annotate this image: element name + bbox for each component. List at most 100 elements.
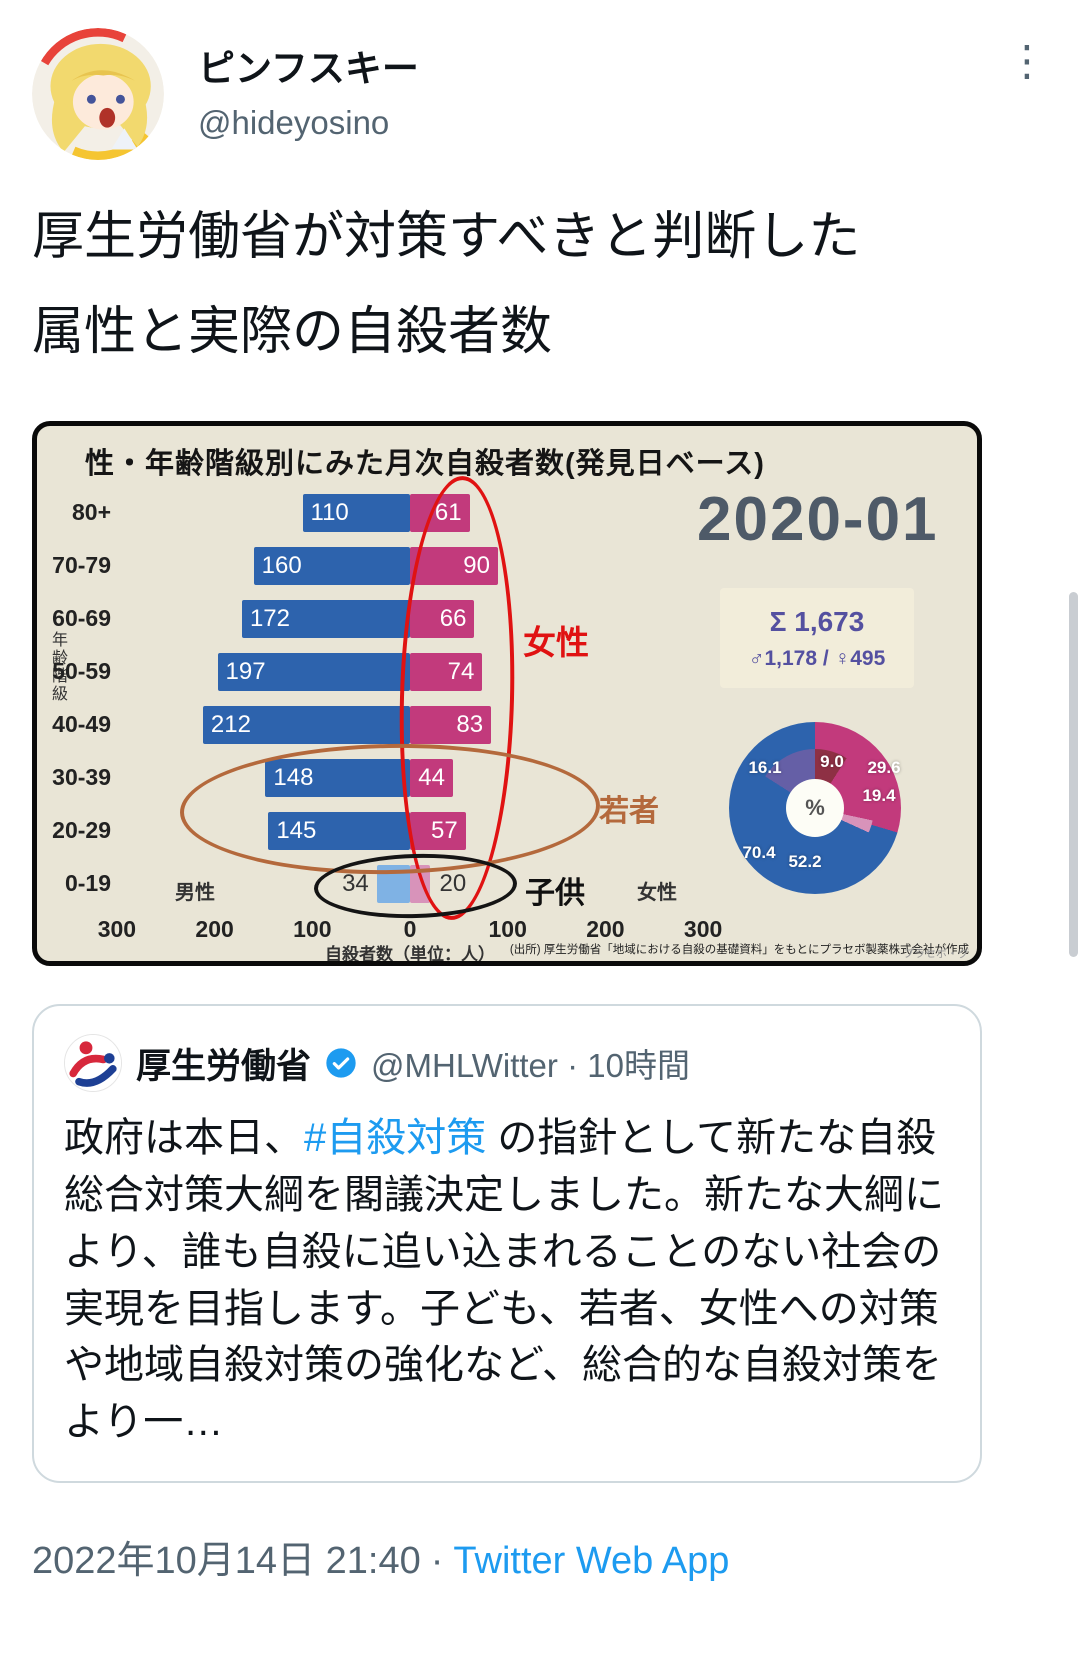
more-options-icon[interactable]: ⋮ <box>1006 37 1048 84</box>
female-bar: 90 <box>410 547 498 586</box>
female-value: 74 <box>447 658 475 686</box>
source-app-link[interactable]: Twitter Web App <box>453 1540 730 1583</box>
female-bar <box>410 865 430 904</box>
x-tick: 200 <box>586 916 625 943</box>
female-series-label: 女性 <box>637 882 677 905</box>
anime-avatar-image <box>32 28 164 160</box>
chart-title: 性・年齢階級別にみた月次自殺者数(発見日ベース) <box>85 448 765 481</box>
quoted-tweet-card[interactable]: 厚生労働省 @MHLWitter · 10時間 政府は本日、#自殺対策 の指針と… <box>32 1004 982 1484</box>
male-value: 160 <box>261 552 302 580</box>
male-value: 110 <box>310 499 349 527</box>
bar-row-60-69: 60-69 172 66 <box>52 592 703 645</box>
annotation-label-female: 女性 <box>523 624 589 662</box>
x-tick: 300 <box>97 916 137 943</box>
female-bar: 44 <box>410 759 453 798</box>
female-bar: 66 <box>410 600 475 639</box>
scrollbar-thumb[interactable] <box>1069 592 1078 957</box>
donut-label: 29.6 <box>867 758 901 778</box>
male-bar: 145 <box>268 812 410 851</box>
quoted-handle[interactable]: @MHLWitter <box>371 1047 558 1085</box>
donut-label: 19.4 <box>862 786 896 806</box>
age-group-label: 40-49 <box>52 711 111 738</box>
donut-chart: % 16.1 9.0 29.6 19.4 70.4 52.2 <box>729 722 901 895</box>
quoted-handle-time: @MHLWitter · 10時間 <box>371 1039 690 1087</box>
x-axis-title: 自殺者数（単位：人） <box>325 945 495 965</box>
tweet-header: ピンフスキー @hideyosino ⋮ <box>32 28 1048 160</box>
male-bar <box>376 865 410 904</box>
male-value: 34 <box>342 870 369 898</box>
female-value: 83 <box>456 711 484 739</box>
quoted-tweet-header: 厚生労働省 @MHLWitter · 10時間 <box>64 1034 950 1093</box>
mhlw-logo <box>65 1035 121 1092</box>
male-bar: 160 <box>253 547 410 586</box>
x-tick: 300 <box>683 916 723 943</box>
verified-badge-icon <box>325 1047 357 1079</box>
bar-row-70-79: 70-79 160 90 <box>52 539 703 592</box>
bar-row-50-59: 50-59 197 74 <box>52 645 703 698</box>
male-series-label: 男性 <box>175 882 215 905</box>
male-value: 145 <box>276 817 317 845</box>
bar-row-0-19: 0-19 34 20 <box>65 857 703 910</box>
age-group-label: 30-39 <box>52 764 111 791</box>
separator-dot: · <box>430 1540 444 1583</box>
annotation-label-youth: 若者 <box>599 795 659 829</box>
author-block: ピンフスキー @hideyosino <box>198 28 419 142</box>
gender-split-count: ♂1,178 / ♀495 <box>748 646 886 670</box>
donut-label: 52.2 <box>788 852 822 872</box>
quoted-avatar[interactable] <box>64 1034 122 1093</box>
female-bar: 74 <box>410 653 483 692</box>
quoted-author-name[interactable]: 厚生労働省 <box>136 1046 312 1086</box>
female-value: 66 <box>439 605 467 633</box>
tweet-media-chart[interactable]: 性・年齢階級別にみた月次自殺者数(発見日ベース) 年齢階級 80+ 110 61 70… <box>32 421 982 967</box>
age-group-label: 0-19 <box>64 870 111 897</box>
quoted-text-post: の指針として新たな自殺総合対策大綱を閣議決定しました。新たな大綱により、誰も自殺… <box>64 1116 944 1445</box>
female-value: 90 <box>463 552 490 580</box>
male-bar: 110 <box>302 494 410 533</box>
bar-row-20-29: 20-29 145 57 <box>52 804 703 857</box>
female-value: 61 <box>434 499 462 527</box>
female-bar: 61 <box>410 494 470 533</box>
age-group-label: 70-79 <box>52 552 111 579</box>
annotation-label-children: 子供 <box>525 877 585 911</box>
age-group-label: 50-59 <box>52 658 111 685</box>
donut-label: 16.1 <box>748 758 782 778</box>
author-name[interactable]: ピンフスキー <box>198 48 419 89</box>
author-avatar[interactable] <box>32 28 164 160</box>
quoted-time: 10時間 <box>587 1047 690 1085</box>
x-tick: 200 <box>195 916 234 943</box>
male-value: 172 <box>249 605 290 633</box>
timestamp: 2022年10月14日 21:40 <box>32 1540 421 1583</box>
donut-label: 9.0 <box>820 752 844 772</box>
male-bar: 197 <box>217 653 410 692</box>
hashtag-link[interactable]: #自殺対策 <box>304 1116 487 1161</box>
total-count: Σ 1,673 <box>769 605 865 637</box>
separator-dot: · <box>567 1047 579 1085</box>
bar-chart-plot: 80+ 110 61 70-79 160 90 60-69 172 66 50-59 197 74 40… <box>52 486 703 910</box>
male-value: 212 <box>210 711 251 739</box>
y-axis-title: 年齢階級 <box>49 631 66 704</box>
x-axis-ticks: 300 200 100 0 100 200 300 <box>98 916 723 944</box>
donut-center-label: % <box>786 779 844 838</box>
male-bar: 212 <box>202 706 410 745</box>
female-value: 57 <box>430 817 458 845</box>
female-value: 44 <box>418 764 445 792</box>
bar-row-80+: 80+ 110 61 <box>72 486 703 539</box>
age-group-label: 60-69 <box>52 605 111 632</box>
x-tick: 100 <box>293 916 332 943</box>
donut-label: 70.4 <box>742 843 776 863</box>
bar-row-30-39: 30-39 148 44 <box>52 751 703 804</box>
x-tick: 0 <box>403 916 417 943</box>
author-handle[interactable]: @hideyosino <box>198 104 390 141</box>
bar-row-40-49: 40-49 212 83 <box>52 698 703 751</box>
tweet-text: 厚生労働省が対策すべきと判断した属性と実際の自殺者数 <box>32 208 861 361</box>
total-box: Σ 1,673 ♂1,178 / ♀495 <box>720 588 914 689</box>
female-bar: 83 <box>410 706 492 745</box>
male-value: 148 <box>273 764 314 792</box>
male-bar: 172 <box>241 600 410 639</box>
quoted-text-pre: 政府は本日、 <box>64 1116 304 1161</box>
male-value: 197 <box>225 658 266 686</box>
age-group-label: 20-29 <box>52 817 111 844</box>
female-bar: 57 <box>410 812 466 851</box>
period-label: 2020-01 <box>697 485 939 555</box>
